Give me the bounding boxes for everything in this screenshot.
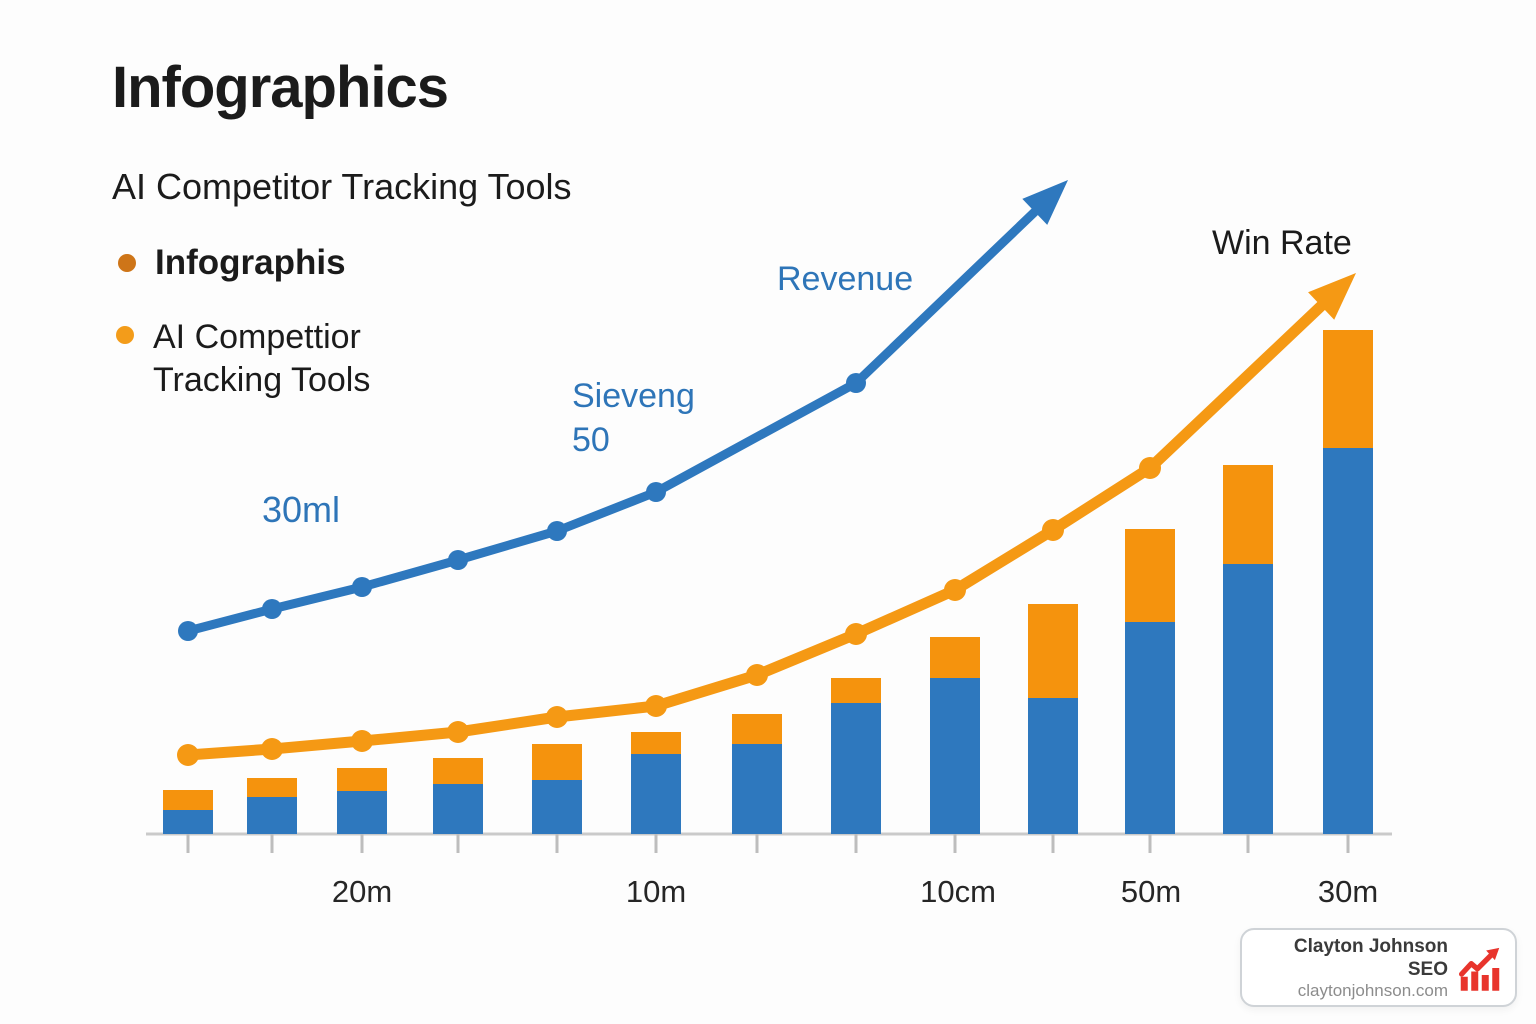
win-rate-arrowhead bbox=[1308, 273, 1356, 320]
x-axis-label: 10cm bbox=[920, 874, 996, 909]
bar-orange-segment bbox=[1223, 465, 1273, 564]
bar-blue-segment bbox=[433, 784, 483, 834]
win-rate-point bbox=[1042, 519, 1064, 541]
revenue-arrowhead bbox=[1022, 180, 1068, 225]
bar-orange-segment bbox=[337, 768, 387, 791]
bar-blue-segment bbox=[631, 754, 681, 834]
30ml-label: 30ml bbox=[262, 489, 341, 530]
bar-orange-segment bbox=[163, 790, 213, 810]
bar-orange-segment bbox=[930, 637, 980, 678]
x-axis-label: 50m bbox=[1121, 874, 1181, 909]
brand-url: claytonjohnson.com bbox=[1297, 980, 1448, 1000]
revenue-line bbox=[183, 192, 1055, 636]
bar-blue-segment bbox=[532, 780, 582, 834]
growth-chart-icon bbox=[1459, 947, 1500, 991]
brand-name: Clayton Johnson SEO bbox=[1293, 935, 1448, 980]
bar-orange-segment bbox=[247, 778, 297, 797]
revenue-point bbox=[846, 373, 866, 393]
win-rate-point bbox=[351, 730, 373, 752]
win-rate-point bbox=[645, 695, 667, 717]
bar-orange-segment bbox=[631, 732, 681, 754]
legend-bullet-icon bbox=[116, 326, 134, 344]
revenue-point bbox=[352, 577, 372, 597]
bar-orange-segment bbox=[732, 714, 782, 744]
brand-text-block: Clayton Johnson SEO claytonjohnson.com bbox=[1252, 935, 1448, 1001]
bar-blue-segment bbox=[247, 797, 297, 834]
win-rate-line-label: Win Rate bbox=[1212, 224, 1352, 262]
win-rate-line bbox=[182, 285, 1343, 761]
legend-label: Infographis bbox=[155, 243, 346, 282]
legend-label: AI Compettior Tracking Tools bbox=[153, 318, 371, 399]
win-rate-point bbox=[1139, 457, 1161, 479]
win-rate-point bbox=[261, 738, 283, 760]
win-rate-point bbox=[944, 579, 966, 601]
bar-blue-segment bbox=[930, 678, 980, 834]
bar-orange-segment bbox=[532, 744, 582, 780]
page-title: Infographics bbox=[112, 55, 449, 120]
page-subtitle: AI Competitor Tracking Tools bbox=[112, 166, 572, 207]
brand-badge: Clayton Johnson SEO claytonjohnson.com bbox=[1240, 928, 1517, 1007]
legend-item-ai-competitor: AI Compettior Tracking Tools bbox=[116, 316, 370, 402]
bar-blue-segment bbox=[732, 744, 782, 834]
bar-blue-segment bbox=[1223, 564, 1273, 834]
bar-orange-segment bbox=[831, 678, 881, 703]
bar-blue-segment bbox=[831, 703, 881, 834]
x-axis-label: 20m bbox=[332, 874, 392, 909]
revenue-line-label: Revenue bbox=[777, 260, 914, 298]
bar-orange-segment bbox=[1323, 330, 1373, 448]
bar-blue-segment bbox=[163, 810, 213, 834]
bar-orange-segment bbox=[433, 758, 483, 784]
legend-bullet-icon bbox=[118, 254, 136, 272]
bar-orange-segment bbox=[1028, 604, 1078, 698]
x-axis-label: 30m bbox=[1318, 874, 1378, 909]
win-rate-point bbox=[845, 623, 867, 645]
revenue-point bbox=[448, 550, 468, 570]
bar-blue-segment bbox=[1125, 622, 1175, 834]
bar-blue-segment bbox=[1028, 698, 1078, 834]
x-axis-label: 10m bbox=[626, 874, 686, 909]
bar-orange-segment bbox=[1125, 529, 1175, 622]
win-rate-point bbox=[447, 721, 469, 743]
win-rate-point bbox=[546, 706, 568, 728]
revenue-point bbox=[178, 621, 198, 641]
legend-item-infographis: Infographis bbox=[118, 243, 346, 283]
bar-blue-segment bbox=[337, 791, 387, 834]
sieveng-50-label: Sieveng 50 bbox=[572, 377, 695, 459]
revenue-point bbox=[646, 482, 666, 502]
revenue-point bbox=[547, 521, 567, 541]
win-rate-point bbox=[177, 744, 199, 766]
bar-blue-segment bbox=[1323, 448, 1373, 834]
win-rate-point bbox=[746, 664, 768, 686]
revenue-point bbox=[262, 599, 282, 619]
